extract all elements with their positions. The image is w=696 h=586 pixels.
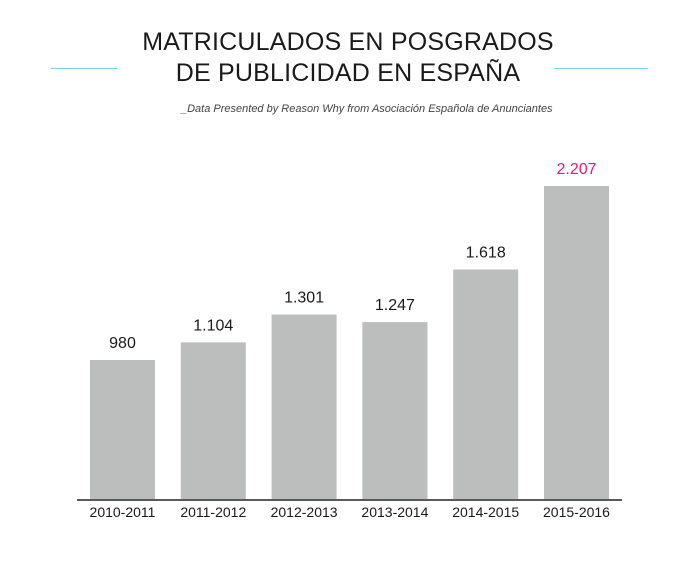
value-label-2011-2012: 1.104 [193,317,233,334]
value-label-2010-2011: 980 [109,335,136,352]
bar-2013-2014 [362,322,428,499]
bar-2015-2016 [544,186,609,499]
bar-2014-2015 [453,269,519,499]
x-tick-label-2012-2013: 2012-2013 [271,504,338,520]
chart-title-line-2: DE PUBLICIDAD EN ESPAÑA [175,59,521,87]
bar-2010-2011 [90,360,155,499]
value-label-2015-2016: 2.207 [556,161,596,178]
x-tick-labels-layer: 2010-2011 2011-2012 2012-2013 2013-2014 2014… [90,504,611,520]
x-tick-label-2014-2015: 2014-2015 [452,504,519,520]
title-rule-left [51,68,117,69]
x-tick-label-2010-2011: 2010-2011 [90,504,156,520]
bar-2011-2012 [180,342,246,499]
value-label-2014-2015: 1.618 [466,245,506,262]
title-rule-right [554,68,648,69]
x-tick-label-2015-2016: 2015-2016 [543,504,610,520]
bars-layer [90,186,609,499]
chart-title-line-1: MATRICULADOS EN POSGRADOS [142,28,554,56]
x-tick-label-2011-2012: 2011-2012 [180,504,246,520]
value-label-2013-2014: 1.247 [375,297,415,314]
x-tick-label-2013-2014: 2013-2014 [361,504,428,520]
chart-subtitle: _Data Presented by Reason Why from Asoci… [181,103,553,115]
bar-2012-2013 [271,314,337,499]
value-label-2012-2013: 1.301 [284,290,324,307]
value-labels-layer: 980 1.104 1.301 1.247 1.618 2.207 [109,161,596,352]
